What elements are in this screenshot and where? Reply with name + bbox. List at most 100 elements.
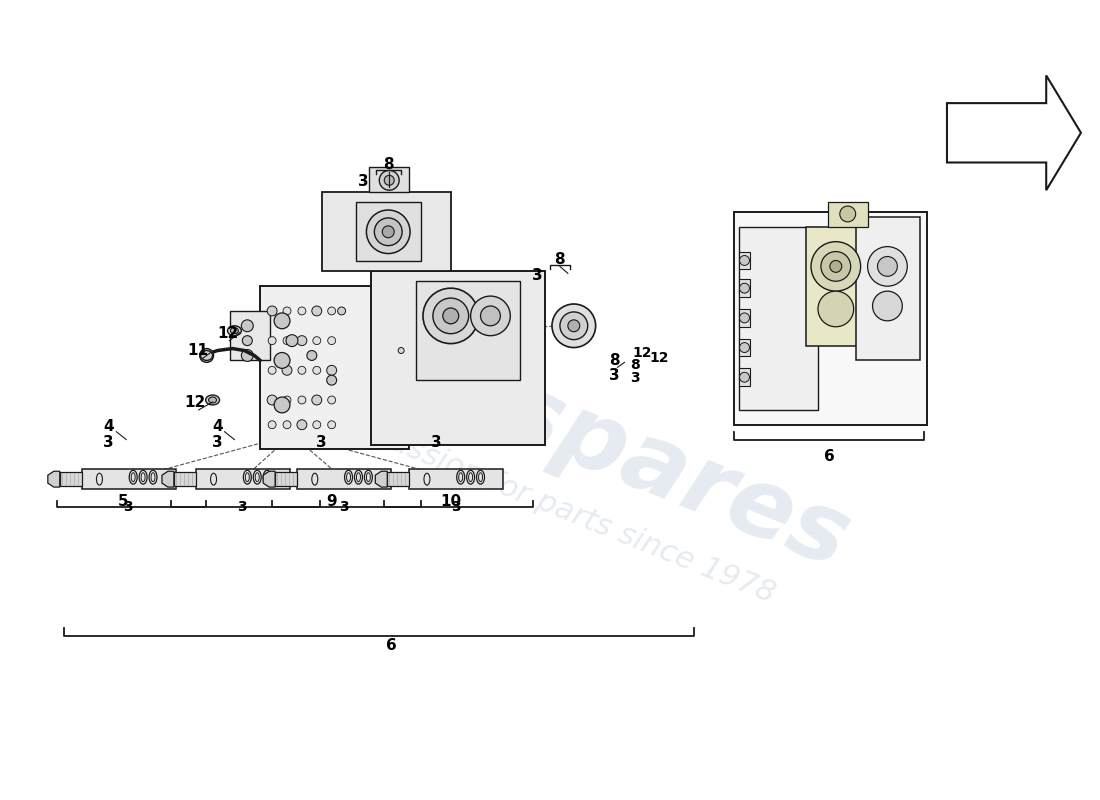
FancyBboxPatch shape: [738, 338, 750, 357]
Circle shape: [267, 306, 277, 316]
Circle shape: [200, 349, 213, 362]
Circle shape: [481, 306, 500, 326]
Text: 6: 6: [825, 449, 835, 464]
Circle shape: [868, 246, 908, 286]
Text: 3: 3: [212, 435, 223, 450]
Ellipse shape: [230, 328, 239, 334]
Circle shape: [328, 421, 336, 429]
Text: 8: 8: [630, 358, 640, 372]
Text: 6: 6: [386, 638, 397, 653]
Ellipse shape: [206, 395, 220, 405]
FancyBboxPatch shape: [372, 271, 544, 445]
Circle shape: [312, 337, 321, 345]
Circle shape: [328, 396, 336, 404]
Circle shape: [821, 251, 850, 282]
Text: 3: 3: [430, 435, 441, 450]
Text: 3: 3: [531, 268, 542, 283]
Circle shape: [829, 261, 842, 272]
FancyBboxPatch shape: [738, 279, 750, 297]
Circle shape: [739, 283, 749, 293]
Text: 9: 9: [327, 494, 337, 510]
Circle shape: [283, 396, 292, 404]
Circle shape: [286, 334, 298, 346]
Text: 3: 3: [317, 435, 327, 450]
Circle shape: [312, 421, 321, 429]
Text: eurospares: eurospares: [257, 271, 862, 588]
Text: 12: 12: [217, 326, 238, 341]
Circle shape: [327, 375, 337, 385]
Circle shape: [383, 226, 394, 238]
Text: 11: 11: [187, 343, 208, 358]
Ellipse shape: [200, 350, 212, 361]
Circle shape: [242, 336, 252, 346]
Circle shape: [312, 366, 321, 374]
Circle shape: [433, 298, 469, 334]
Circle shape: [297, 336, 307, 346]
Text: 12: 12: [649, 351, 669, 366]
FancyBboxPatch shape: [321, 192, 451, 271]
Polygon shape: [947, 75, 1081, 190]
Text: 4: 4: [212, 419, 223, 434]
Circle shape: [328, 307, 336, 315]
Circle shape: [241, 350, 253, 362]
Circle shape: [297, 420, 307, 430]
Text: 3: 3: [609, 368, 619, 382]
Circle shape: [379, 170, 399, 190]
Circle shape: [268, 421, 276, 429]
Text: 8: 8: [383, 157, 394, 172]
Circle shape: [298, 307, 306, 315]
Circle shape: [739, 313, 749, 323]
Circle shape: [283, 337, 292, 345]
Polygon shape: [162, 471, 174, 487]
Circle shape: [739, 372, 749, 382]
Circle shape: [839, 206, 856, 222]
Text: 5: 5: [118, 494, 129, 510]
Circle shape: [366, 210, 410, 254]
FancyBboxPatch shape: [409, 470, 504, 489]
Text: 12: 12: [184, 395, 206, 410]
FancyBboxPatch shape: [370, 167, 409, 192]
Circle shape: [818, 291, 854, 326]
Circle shape: [298, 366, 306, 374]
FancyBboxPatch shape: [738, 368, 750, 386]
FancyBboxPatch shape: [174, 472, 196, 486]
FancyBboxPatch shape: [734, 212, 927, 425]
FancyBboxPatch shape: [738, 309, 750, 326]
Text: 3: 3: [339, 500, 349, 514]
Circle shape: [274, 313, 290, 329]
FancyBboxPatch shape: [806, 227, 866, 346]
Circle shape: [274, 353, 290, 368]
Circle shape: [274, 397, 290, 413]
Circle shape: [384, 175, 394, 186]
FancyBboxPatch shape: [59, 472, 81, 486]
FancyBboxPatch shape: [356, 202, 421, 262]
Circle shape: [424, 288, 478, 343]
Circle shape: [267, 395, 277, 405]
Circle shape: [327, 366, 337, 375]
Circle shape: [241, 320, 253, 332]
Circle shape: [311, 395, 321, 405]
Circle shape: [268, 337, 276, 345]
Circle shape: [739, 342, 749, 353]
Polygon shape: [375, 471, 387, 487]
Circle shape: [811, 242, 860, 291]
Circle shape: [374, 218, 403, 246]
FancyBboxPatch shape: [230, 311, 271, 361]
Text: 8: 8: [554, 252, 565, 267]
Text: 4: 4: [103, 419, 113, 434]
FancyBboxPatch shape: [738, 227, 818, 410]
Circle shape: [283, 307, 292, 315]
Text: 3: 3: [103, 435, 113, 450]
Circle shape: [552, 304, 596, 347]
Text: 10: 10: [440, 494, 461, 510]
FancyBboxPatch shape: [297, 470, 392, 489]
Ellipse shape: [209, 397, 217, 403]
FancyBboxPatch shape: [558, 311, 578, 326]
Circle shape: [298, 396, 306, 404]
FancyBboxPatch shape: [275, 472, 297, 486]
Polygon shape: [263, 471, 275, 487]
Circle shape: [283, 421, 292, 429]
FancyBboxPatch shape: [416, 282, 520, 380]
FancyBboxPatch shape: [828, 202, 868, 227]
FancyBboxPatch shape: [196, 470, 290, 489]
